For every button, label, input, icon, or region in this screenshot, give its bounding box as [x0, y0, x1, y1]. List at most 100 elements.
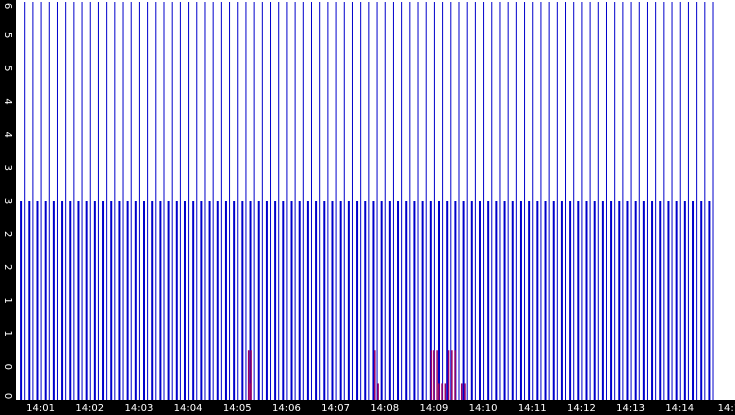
blue-bar [593, 201, 596, 400]
blue-bar [183, 201, 186, 400]
blue-bar [655, 2, 657, 400]
blue-bar [204, 2, 206, 400]
blue-bar [483, 2, 485, 400]
magenta-bar [430, 350, 433, 400]
blue-bar [282, 201, 285, 400]
blue-bar [417, 2, 419, 400]
y-tick-label: 0 [2, 393, 13, 399]
y-tick-label: 6 [2, 3, 13, 9]
blue-bar [708, 201, 711, 400]
magenta-bar [433, 350, 435, 400]
blue-bar [532, 2, 534, 400]
x-tick-label: 14:02 [75, 403, 104, 414]
blue-bar [229, 2, 231, 400]
magenta-bar [377, 383, 379, 400]
blue-bar [69, 201, 72, 400]
blue-bar [163, 2, 165, 400]
blue-bar [233, 201, 236, 400]
blue-bar [679, 2, 681, 400]
blue-bar [118, 201, 121, 400]
blue-bar [220, 2, 222, 400]
blue-bar [503, 201, 506, 400]
blue-bar [335, 2, 337, 400]
blue-bar [519, 201, 522, 400]
blue-bar [495, 201, 498, 400]
blue-bar [224, 201, 227, 400]
blue-bar [565, 2, 567, 400]
blue-bar [622, 2, 624, 400]
blue-bar [36, 201, 39, 400]
blue-bar [462, 201, 465, 400]
blue-bar [327, 2, 329, 400]
x-tick-label: 14:11 [518, 403, 547, 414]
blue-bar [143, 201, 146, 400]
blue-bar [409, 2, 411, 400]
x-tick-label: 14:01 [26, 403, 55, 414]
y-tick-label: 5 [2, 65, 13, 71]
blue-bar [274, 201, 277, 400]
blue-bar [315, 201, 318, 400]
blue-bar [89, 2, 91, 400]
blue-bar [659, 201, 662, 400]
x-tick-label: 14:12 [567, 403, 596, 414]
magenta-bar [441, 383, 443, 400]
blue-bar [696, 2, 698, 400]
y-tick-label: 4 [2, 98, 13, 104]
blue-bar [560, 201, 563, 400]
blue-bar [192, 201, 195, 400]
blue-bar [651, 201, 654, 400]
blue-bar [44, 201, 47, 400]
blue-bar [126, 201, 129, 400]
blue-bar [208, 201, 211, 400]
blue-bar [692, 201, 695, 400]
blue-bar [200, 201, 203, 400]
blue-bar [241, 201, 244, 400]
blue-bar [298, 201, 301, 400]
y-tick-label: 1 [2, 330, 13, 336]
magenta-bar [451, 350, 453, 400]
blue-bar [261, 2, 263, 400]
blue-bar [347, 201, 350, 400]
blue-bar [40, 2, 42, 400]
x-tick-label: 14:1 [718, 403, 735, 414]
blue-bar [257, 201, 260, 400]
blue-bar [618, 201, 621, 400]
blue-bar [24, 2, 26, 400]
magenta-bar [438, 383, 440, 400]
blue-bar [573, 2, 575, 400]
blue-bar [216, 201, 219, 400]
y-tick-label: 2 [2, 264, 13, 270]
blue-bar [134, 201, 137, 400]
blue-bar [487, 201, 490, 400]
blue-bar [151, 201, 154, 400]
blue-bar [114, 2, 116, 400]
blue-bar [167, 201, 170, 400]
magenta-bar [374, 350, 376, 400]
magenta-bar [447, 350, 450, 400]
blue-bar [179, 2, 181, 400]
y-tick-label: 3 [2, 165, 13, 171]
blue-bar [507, 2, 509, 400]
magenta-bar [454, 350, 456, 400]
magenta-bar [436, 350, 438, 400]
blue-bar [97, 2, 99, 400]
blue-bar [265, 201, 268, 400]
blue-bar [704, 2, 706, 400]
y-tick-label: 5 [2, 32, 13, 38]
blue-bar [589, 2, 591, 400]
y-tick-label: 0 [2, 364, 13, 370]
blue-bar [147, 2, 149, 400]
x-tick-label: 14:03 [124, 403, 153, 414]
blue-bar [28, 201, 31, 400]
blue-bar [380, 201, 383, 400]
x-tick-label: 14:08 [370, 403, 399, 414]
blue-bar [528, 201, 531, 400]
blue-bar [605, 2, 607, 400]
blue-bar [93, 201, 96, 400]
blue-bar [364, 201, 367, 400]
x-tick-label: 14:14 [665, 403, 694, 414]
y-tick-label: 3 [2, 198, 13, 204]
blue-bar [138, 2, 140, 400]
blue-bar [286, 2, 288, 400]
blue-bar [712, 2, 714, 400]
